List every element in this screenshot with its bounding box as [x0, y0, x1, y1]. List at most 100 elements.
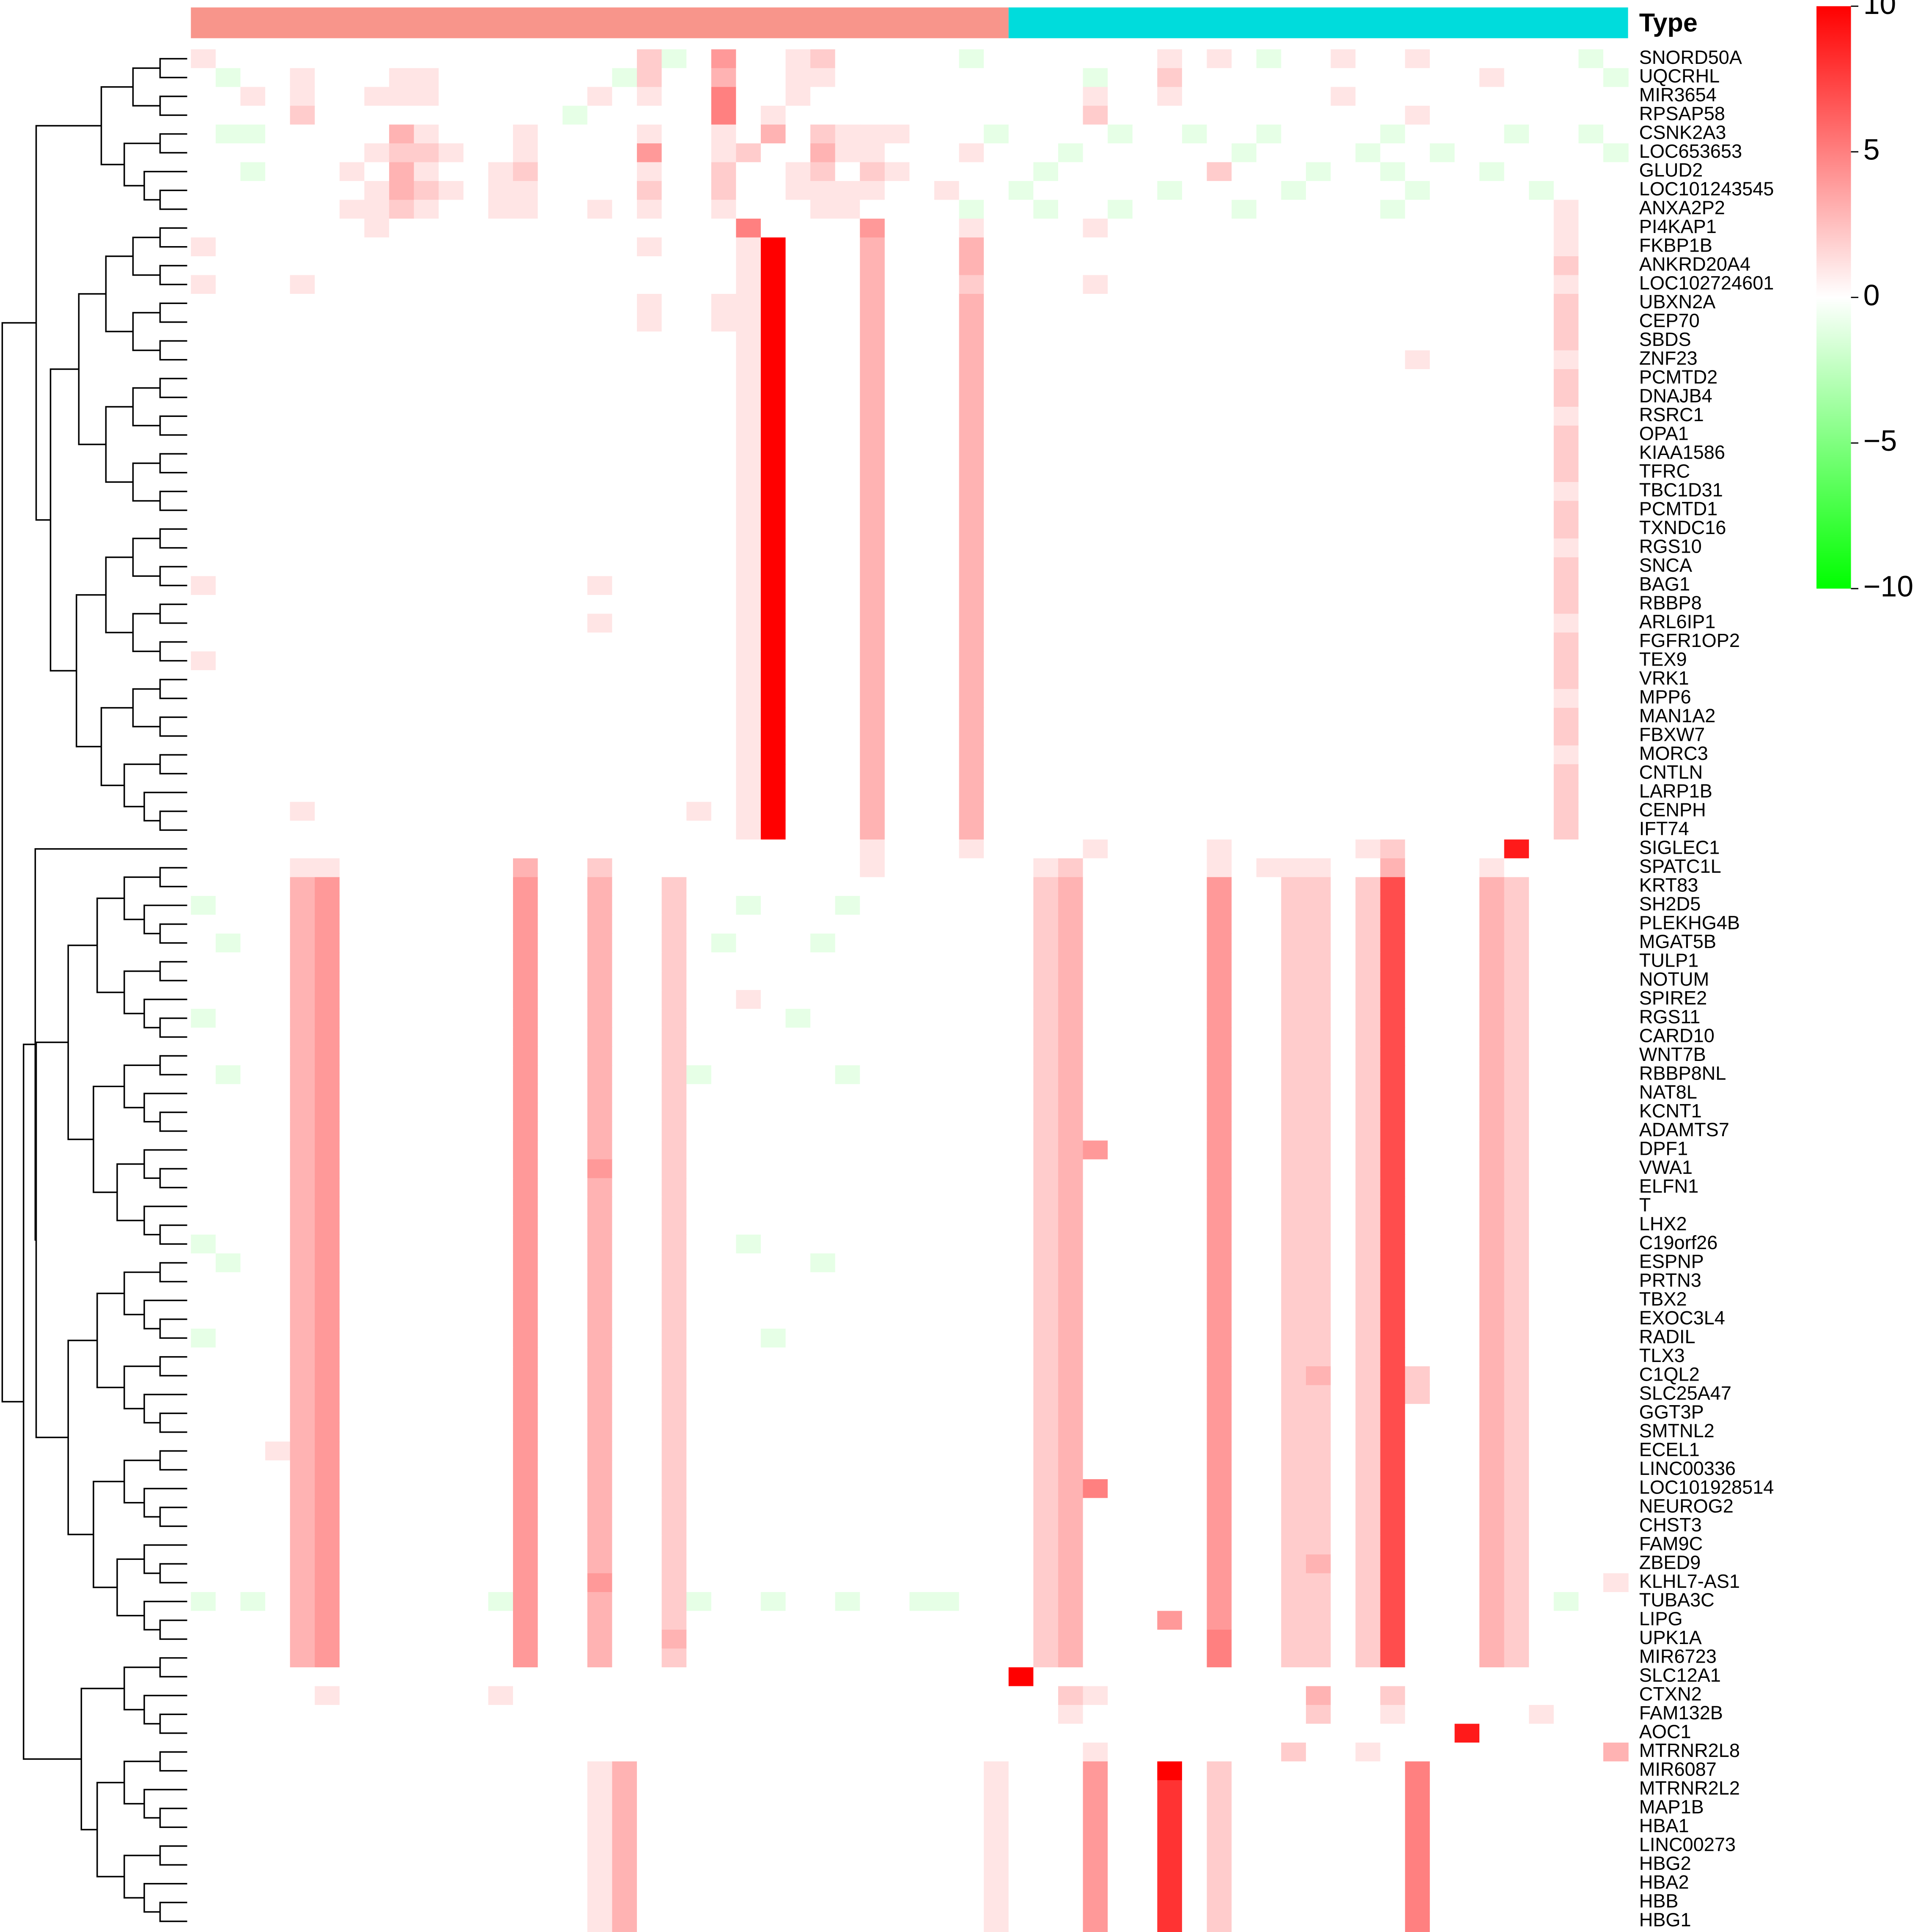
heatmap-cell — [215, 839, 241, 859]
heatmap-cell — [513, 614, 538, 633]
heatmap-cell — [463, 1065, 489, 1085]
heatmap-cell — [1504, 689, 1530, 709]
heatmap-cell — [562, 444, 588, 464]
heatmap-cell — [1529, 1479, 1554, 1499]
heatmap-cell — [1429, 1121, 1455, 1141]
heatmap-cell — [860, 802, 886, 822]
heatmap-cell — [191, 1535, 217, 1555]
heatmap-cell — [290, 388, 316, 408]
heatmap-cell — [439, 689, 464, 709]
heatmap-cell — [339, 1422, 365, 1442]
heatmap-cell — [860, 237, 886, 257]
heatmap-cell — [538, 1178, 563, 1198]
heatmap-cell — [1207, 1028, 1232, 1047]
heatmap-cell — [1256, 1310, 1282, 1329]
heatmap-cell — [959, 275, 985, 295]
heatmap-cell — [760, 200, 786, 219]
heatmap-cell — [587, 350, 613, 370]
heatmap-cell — [1157, 1197, 1183, 1217]
heatmap-cell — [760, 1008, 786, 1028]
heatmap-cell — [1058, 406, 1084, 426]
heatmap-cell — [290, 331, 316, 351]
heatmap-cell — [1355, 952, 1381, 972]
heatmap-cell — [1553, 1460, 1579, 1480]
heatmap-cell — [1504, 406, 1530, 426]
heatmap-cell — [1553, 1216, 1579, 1235]
heatmap-cell — [1578, 200, 1604, 219]
heatmap-cell — [1529, 707, 1554, 727]
heatmap-cell — [1504, 256, 1530, 276]
heatmap-cell — [909, 1084, 935, 1104]
heatmap-cell — [463, 275, 489, 295]
heatmap-cell — [860, 1140, 886, 1160]
heatmap-cell — [1132, 256, 1158, 276]
heatmap-cell — [290, 406, 316, 426]
heatmap-cell — [439, 595, 464, 614]
heatmap-cell — [240, 538, 266, 558]
heatmap-cell — [1454, 312, 1480, 332]
heatmap-cell — [1108, 707, 1133, 727]
heatmap-cell — [637, 726, 662, 746]
heatmap-cell — [191, 1103, 217, 1122]
heatmap-cell — [661, 1121, 687, 1141]
heatmap-cell — [1405, 312, 1430, 332]
heatmap-cell — [513, 143, 538, 163]
heatmap-cell — [1281, 1592, 1307, 1611]
heatmap-cell — [1479, 1216, 1505, 1235]
heatmap-cell — [439, 463, 464, 483]
heatmap-cell — [562, 425, 588, 445]
heatmap-cell — [1058, 689, 1084, 709]
heatmap-cell — [488, 162, 514, 182]
heatmap-cell — [1380, 1159, 1406, 1179]
heatmap-cell — [1182, 425, 1207, 445]
heatmap-cell — [612, 1404, 638, 1423]
heatmap-cell — [191, 1554, 217, 1574]
heatmap-cell — [835, 1178, 861, 1198]
heatmap-cell — [364, 915, 390, 934]
heatmap-cell — [339, 519, 365, 539]
heatmap-cell — [439, 350, 464, 370]
heatmap-cell — [439, 1385, 464, 1405]
heatmap-cell — [587, 1216, 613, 1235]
heatmap-cell — [810, 162, 836, 182]
heatmap-cell — [1207, 1084, 1232, 1104]
heatmap-cell — [439, 632, 464, 652]
heatmap-cell — [339, 1517, 365, 1536]
heatmap-cell — [290, 783, 316, 803]
heatmap-cell — [191, 256, 217, 276]
heatmap-cell — [736, 1404, 762, 1423]
heatmap-cell — [984, 463, 1009, 483]
heatmap-cell — [414, 1140, 439, 1160]
heatmap-cell — [1578, 877, 1604, 896]
heatmap-cell — [290, 1216, 316, 1235]
heatmap-cell — [191, 237, 217, 257]
heatmap-cell — [1132, 1065, 1158, 1085]
heatmap-cell — [860, 124, 886, 144]
heatmap-cell — [860, 1103, 886, 1122]
heatmap-cell — [414, 1404, 439, 1423]
heatmap-cell — [1182, 106, 1207, 125]
heatmap-cell — [1033, 1648, 1059, 1668]
heatmap-cell — [463, 745, 489, 765]
heatmap-cell — [562, 689, 588, 709]
heatmap-cell — [240, 482, 266, 501]
heatmap-cell — [414, 1630, 439, 1649]
heatmap-cell — [439, 557, 464, 577]
heatmap-cell — [1033, 820, 1059, 840]
heatmap-cell — [1232, 1366, 1257, 1386]
heatmap-cell — [711, 1310, 737, 1329]
heatmap-cell — [661, 1573, 687, 1593]
heatmap-cell — [810, 915, 836, 934]
heatmap-cell — [1429, 1592, 1455, 1611]
heatmap-cell — [909, 1479, 935, 1499]
heatmap-cell — [1157, 877, 1183, 896]
heatmap-cell — [934, 501, 960, 521]
heatmap-cell — [339, 87, 365, 107]
heatmap-cell — [835, 1366, 861, 1386]
heatmap-cell — [1033, 1347, 1059, 1367]
heatmap-cell — [1454, 1272, 1480, 1292]
heatmap-cell — [1355, 425, 1381, 445]
heatmap-cell — [488, 1630, 514, 1649]
heatmap-cell — [587, 444, 613, 464]
heatmap-cell — [1008, 162, 1034, 182]
